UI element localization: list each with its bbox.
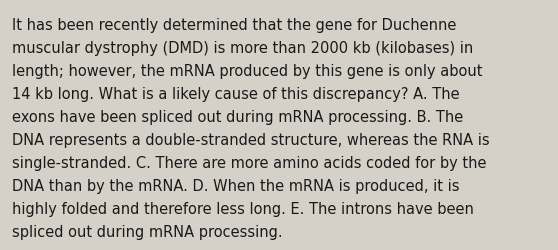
Text: muscular dystrophy (DMD) is more than 2000 kb (kilobases) in: muscular dystrophy (DMD) is more than 20… — [12, 41, 473, 56]
Text: spliced out during mRNA processing.: spliced out during mRNA processing. — [12, 224, 282, 239]
Text: single-stranded. C. There are more amino acids coded for by the: single-stranded. C. There are more amino… — [12, 156, 487, 170]
Text: length; however, the mRNA produced by this gene is only about: length; however, the mRNA produced by th… — [12, 64, 483, 79]
Text: highly folded and therefore less long. E. The introns have been: highly folded and therefore less long. E… — [12, 201, 474, 216]
Text: DNA than by the mRNA. D. When the mRNA is produced, it is: DNA than by the mRNA. D. When the mRNA i… — [12, 178, 459, 193]
Text: DNA represents a double-stranded structure, whereas the RNA is: DNA represents a double-stranded structu… — [12, 132, 489, 148]
Text: exons have been spliced out during mRNA processing. B. The: exons have been spliced out during mRNA … — [12, 110, 463, 124]
Text: 14 kb long. What is a likely cause of this discrepancy? A. The: 14 kb long. What is a likely cause of th… — [12, 87, 460, 102]
Text: It has been recently determined that the gene for Duchenne: It has been recently determined that the… — [12, 18, 456, 33]
